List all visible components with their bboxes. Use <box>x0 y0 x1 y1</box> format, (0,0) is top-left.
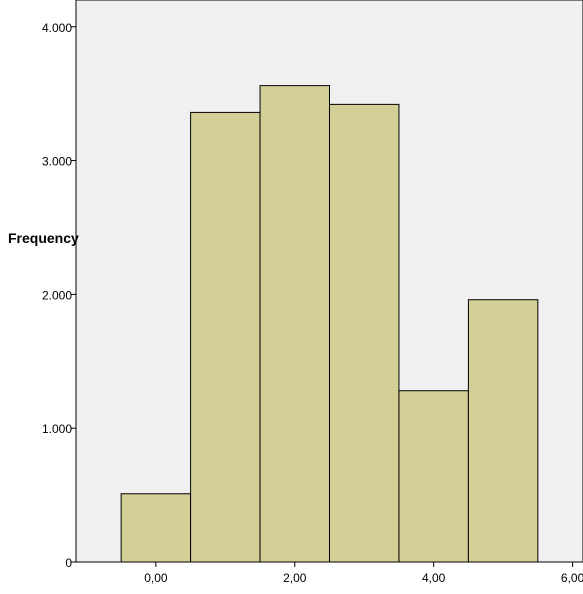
x-tick-label-0: 0,00 <box>144 571 168 585</box>
histogram-bar-3 <box>329 103 400 563</box>
y-tick-label-3: 3.000 <box>42 155 72 169</box>
histogram-bar-0 <box>120 493 192 563</box>
x-tick-label-2: 4,00 <box>422 571 446 585</box>
y-axis-ticks: 0 1.000 2.000 3.000 4.000 <box>42 21 76 570</box>
histogram-bar-5 <box>467 299 539 563</box>
x-tick-label-1: 2,00 <box>283 571 307 585</box>
bars <box>120 85 539 563</box>
histogram-bar-1 <box>190 111 261 563</box>
y-axis-title: Frequency <box>8 230 79 246</box>
x-tick-label-3: 6,00 <box>561 571 583 585</box>
y-tick-label-2: 2.000 <box>42 288 72 302</box>
y-tick-label-0: 0 <box>65 556 72 570</box>
axes <box>75 0 583 563</box>
x-axis-ticks: 0,00 2,00 4,00 6,00 <box>144 562 583 585</box>
y-tick-label-4: 4.000 <box>42 21 72 35</box>
y-tick-label-1: 1.000 <box>42 422 72 436</box>
histogram-bar-4 <box>398 390 469 563</box>
histogram-bar-2 <box>259 85 330 563</box>
